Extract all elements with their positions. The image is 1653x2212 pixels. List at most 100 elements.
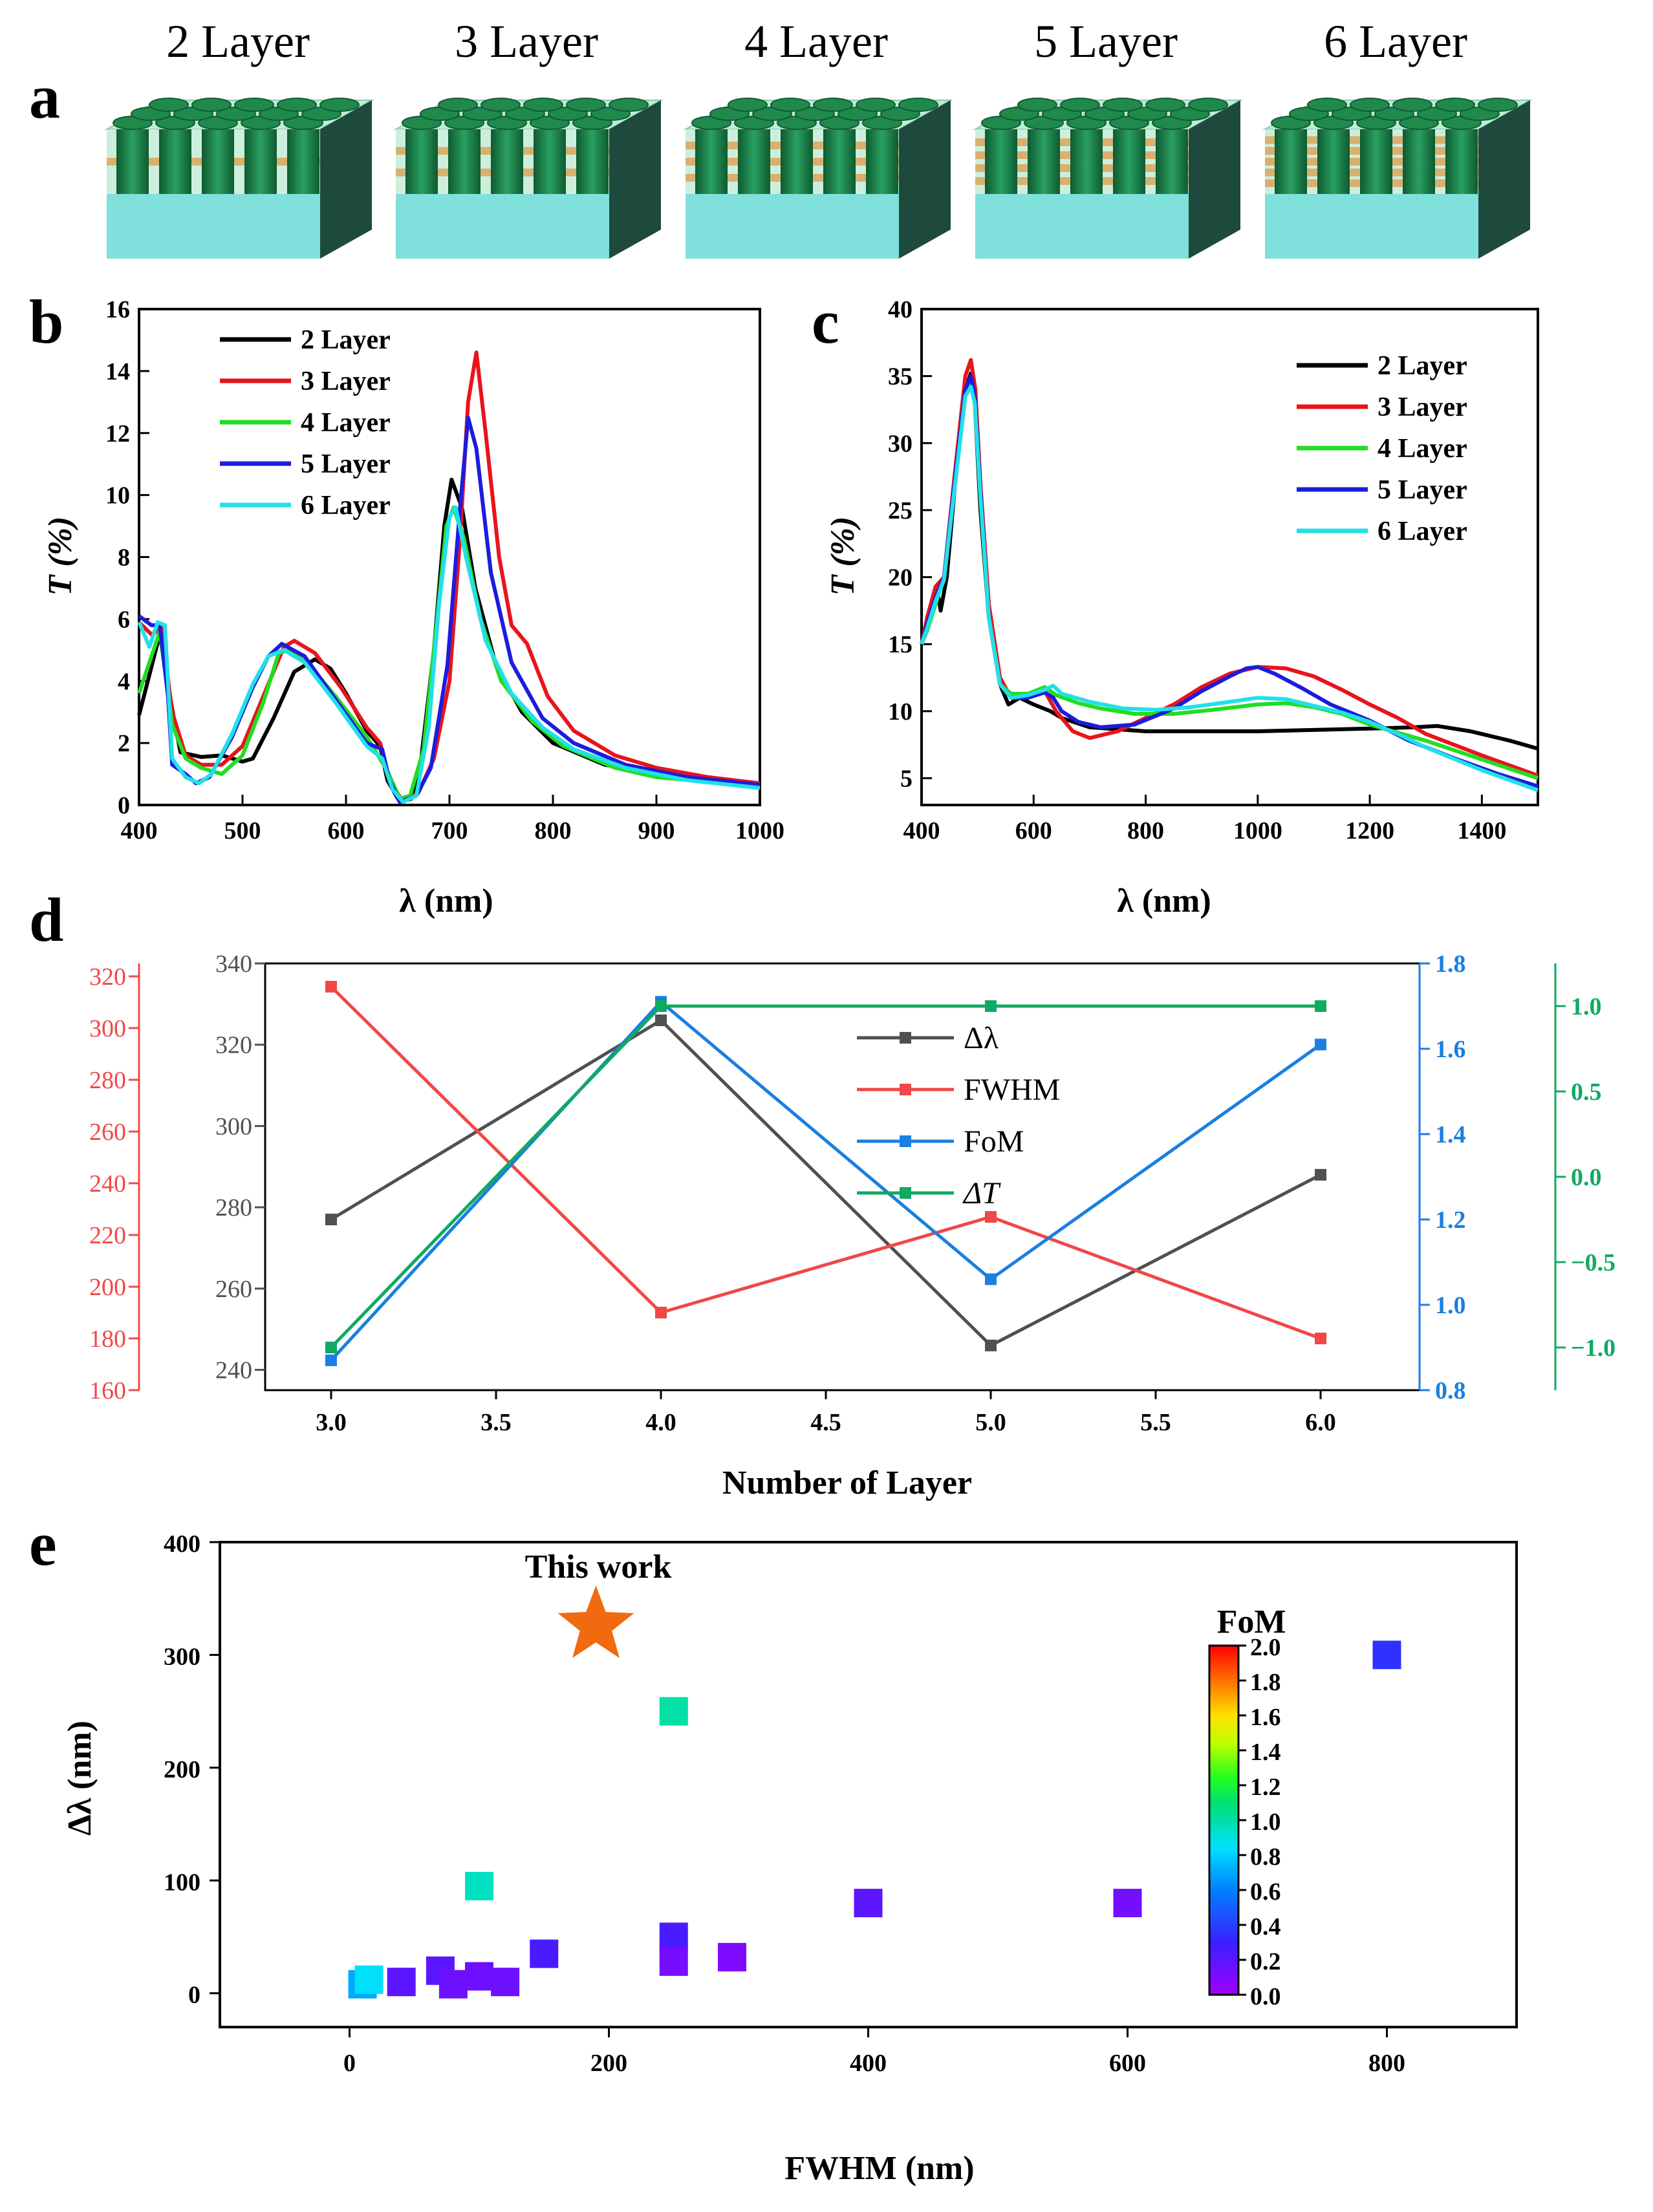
chart-e-colorbar	[1208, 1644, 1240, 1996]
block-hole-cylinder	[1156, 129, 1188, 194]
chart-b-ytick-label: 10	[105, 482, 130, 510]
block-hole-opening	[438, 98, 478, 112]
block-hole-opening	[566, 98, 606, 112]
chart-d-legend-marker	[900, 1135, 911, 1147]
chart-d-xtick-label: 4.5	[810, 1409, 841, 1436]
chart-d-ytick-label: 1.6	[1435, 1036, 1466, 1063]
chart-c-xtick-label: 800	[1127, 817, 1164, 844]
chart-e-ytick-label: 300	[164, 1643, 200, 1670]
chart-d-ytick-label: −1.0	[1571, 1335, 1615, 1362]
chart-d-series-line-0	[330, 1018, 1322, 1348]
chart-d-legend-marker	[900, 1084, 911, 1095]
panel-label-e: e	[29, 1509, 57, 1578]
block-substrate	[975, 194, 1189, 259]
chart-d-ytick-label: 260	[89, 1119, 126, 1146]
chart-b-xtick-label: 400	[121, 817, 158, 844]
chart-b-xtick-label: 500	[224, 817, 261, 844]
chart-d-series-line-3	[330, 1004, 1321, 1349]
chart-c-legend-label: 6 Layer	[1378, 517, 1467, 546]
block-hole-opening	[1307, 98, 1347, 112]
block-hole-opening	[609, 98, 649, 112]
chart-e-xlabel: FWHM (nm)	[784, 2150, 974, 2187]
block-hole-cylinder	[159, 129, 191, 194]
chart-e-data-point	[491, 1968, 520, 1997]
block-hole-cylinder	[448, 129, 481, 194]
chart-b-ytick-label: 2	[118, 730, 130, 757]
block-hole-opening	[1478, 98, 1518, 112]
layer-title-4: 4 Layer	[744, 16, 888, 67]
layer-title-2: 2 Layer	[166, 16, 310, 67]
chart-d-series-marker-3	[985, 1000, 997, 1012]
block-hole-opening	[1060, 98, 1100, 112]
chart-c-ytick-label: 10	[888, 698, 913, 725]
block-hole-cylinder	[202, 129, 234, 194]
chart-c-legend-label: 3 Layer	[1378, 392, 1467, 422]
block-hole-cylinder	[405, 129, 438, 194]
block-side-face	[1478, 100, 1530, 259]
chart-d-series-marker-2	[1315, 1038, 1326, 1051]
block-hole-cylinder	[534, 129, 566, 194]
chart-e-colorbar-label: 0.8	[1250, 1843, 1281, 1871]
chart-b-series-5-layer	[138, 415, 761, 804]
chart-e-data-point	[438, 1970, 468, 1999]
chart-c-ytick-label: 25	[888, 497, 913, 524]
block-hole-opening	[728, 98, 768, 112]
chart-d-ytick-label: −0.5	[1571, 1249, 1615, 1276]
chart-c-xtick-label: 1000	[1233, 817, 1282, 844]
block-hole-opening	[856, 98, 896, 112]
chart-d-ytick-label: 160	[89, 1377, 126, 1404]
chart-d-xtick-label: 5.0	[975, 1409, 1006, 1436]
block-substrate	[107, 194, 320, 259]
block-side-face	[609, 100, 661, 259]
chart-c-ytick-label: 15	[888, 631, 913, 658]
chart-c-series-5-layer	[920, 374, 1539, 788]
block-hole-opening	[319, 98, 360, 112]
chart-e-data-point	[659, 1922, 688, 1951]
panel-label-c: c	[812, 287, 839, 356]
block-hole-cylinder	[1360, 129, 1392, 194]
chart-d-ytick-label: 240	[89, 1170, 126, 1197]
chart-d-xlabel: Number of Layer	[722, 1465, 972, 1501]
chart-d-series-line-1	[330, 985, 1321, 1340]
block-hole-cylinder	[985, 129, 1017, 194]
chart-d-series-marker-2	[325, 1354, 337, 1366]
chart-b-legend-label: 2 Layer	[301, 325, 391, 355]
chart-d-ytick-label: 320	[215, 1032, 252, 1059]
chart-d-legend-label: Δλ	[964, 1021, 999, 1055]
chart-d-ytick-label: 320	[89, 963, 126, 991]
layer-title-3: 3 Layer	[455, 16, 598, 67]
panel-label-a: a	[29, 62, 60, 131]
layer-block-5	[973, 98, 1243, 259]
chart-d-ytick-label: 280	[89, 1067, 126, 1094]
block-hole-opening	[770, 98, 810, 112]
chart-d-legend-label: FWHM	[964, 1073, 1060, 1107]
block-substrate	[1265, 194, 1478, 259]
chart-e-data-point	[854, 1889, 883, 1918]
block-hole-cylinder	[576, 129, 609, 194]
chart-e-ytick-label: 100	[164, 1869, 200, 1896]
chart-c-xtick-label: 1200	[1345, 817, 1394, 844]
chart-b-xlabel: λ (nm)	[399, 883, 493, 919]
block-hole-cylinder	[244, 129, 277, 194]
chart-d-frame	[264, 962, 1421, 1391]
block-hole-opening	[813, 98, 853, 112]
block-hole-opening	[191, 98, 232, 112]
chart-b-legend-label: 6 Layer	[301, 491, 391, 521]
layer-block-6	[1262, 98, 1533, 259]
block-hole-cylinder	[491, 129, 523, 194]
chart-c-ytick-label: 20	[888, 564, 913, 592]
layer-titles: 2 Layer 3 Layer 4 Layer 5 Layer 6 Layer	[166, 16, 1467, 67]
chart-e-colorbar-title: FoM	[1217, 1604, 1286, 1640]
chart-d-xtick-label: 3.5	[481, 1409, 512, 1436]
chart-d-ytick-label: 0.0	[1571, 1164, 1602, 1191]
block-hole-opening	[149, 98, 189, 112]
chart-b-legend-label: 4 Layer	[301, 408, 391, 438]
chart-d-series-marker-0	[655, 1015, 667, 1026]
chart-e-data-point	[465, 1962, 493, 1991]
chart-b-series-6-layer	[137, 505, 761, 804]
chart-e-xtick-label: 400	[850, 2050, 887, 2077]
chart-d-series-marker-3	[325, 1342, 337, 1353]
chart-c-ytick-label: 35	[888, 363, 913, 391]
chart-c-series-6-layer	[920, 385, 1539, 793]
block-hole-cylinder	[116, 129, 149, 194]
